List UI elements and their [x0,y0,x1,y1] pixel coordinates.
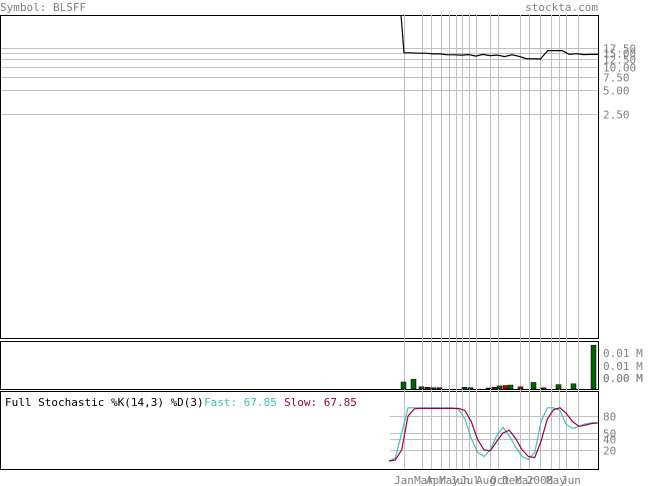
price-tick-label: 17.50 [603,43,636,56]
x-tick-label: Mar [414,474,434,486]
stochastic-tick-label: 80 [603,411,616,424]
price-tick-label: 5.00 [603,85,630,98]
slow-value-label: Slow: 67.85 [284,396,357,409]
volume-bar [555,384,562,390]
stochastic-title: Full Stochastic %K(14,3) %D(3) [5,396,204,409]
volume-bar [467,387,474,390]
volume-bar [410,379,417,390]
slow-stochastic-line [388,407,599,462]
volume-tick-label: 0.00 M [603,372,643,385]
x-tick-label: 2008 [527,474,554,486]
volume-bar [400,381,407,390]
x-tick-label: Dec [502,474,522,486]
x-tick-label: Jun [450,474,470,486]
x-tick-label: May [546,474,566,486]
volume-bar [590,344,597,390]
x-tick-label: Oct [490,474,510,486]
volume-bar [540,387,547,390]
volume-bar [418,386,425,390]
stochastic-tick-label: 20 [603,445,616,458]
price-tick-label: 15.00 [603,48,636,61]
volume-bar [491,386,498,390]
volume-bar [485,387,492,390]
volume-bar [461,386,468,390]
x-tick-label: Jun [561,474,581,486]
volume-bar [570,383,577,390]
price-tick-label: 7.50 [603,72,630,85]
price-tick-label: 12.50 [603,54,636,67]
stochastic-tick-label: 50 [603,428,616,441]
x-tick-label: Aug [476,474,496,486]
volume-bar [507,384,514,390]
price-series-line [400,14,598,60]
x-tick-label: Apr [426,474,446,486]
price-tick-label: 10.00 [603,62,636,75]
volume-tick-label: 0.00 M [603,372,643,385]
volume-bar [496,385,503,390]
x-tick-label: May [439,474,459,486]
volume-panel-frame [0,341,599,390]
stochastic-panel-frame [0,391,599,470]
price-tick-label: 2.50 [603,109,630,122]
fast-value-label: Fast: 67.85 [204,396,277,409]
x-tick-label: Mar [515,474,535,486]
volume-bar [517,386,524,390]
x-tick-label: Jul [460,474,480,486]
site-name: stockta.com [525,1,598,14]
volume-bar [430,387,437,390]
volume-bar [436,387,443,390]
volume-bar [530,382,537,390]
volume-bar [424,386,431,390]
x-tick-label: Jan [394,474,414,486]
volume-bar [502,385,509,390]
price-panel-frame [0,15,599,339]
stochastic-tick-label: 40 [603,434,616,447]
volume-tick-label: 0.01 M [603,347,643,360]
volume-tick-label: 0.01 M [603,360,643,373]
symbol-label: Symbol: BLSFF [0,1,86,14]
